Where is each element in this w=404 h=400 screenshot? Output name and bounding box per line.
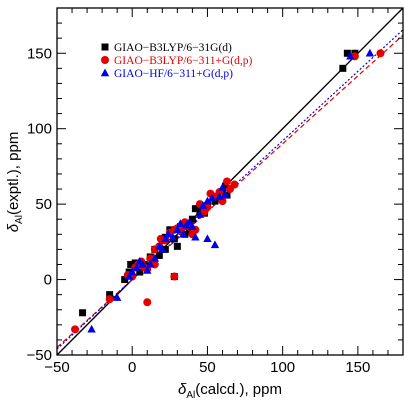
legend-marker-2: [100, 68, 110, 77]
data-point: [203, 234, 212, 243]
x-tick-label: 100: [270, 359, 295, 376]
data-point: [106, 291, 114, 299]
data-point: [161, 245, 169, 253]
data-point: [105, 295, 114, 304]
x-axis-title-prefix: δ: [178, 381, 187, 398]
data-point: [222, 177, 231, 186]
y-tick-label: 150: [27, 45, 52, 62]
y-axis-title-suffix: (exptl.), ppm: [5, 132, 22, 215]
y-tick-label: 0: [44, 272, 52, 289]
data-point: [346, 51, 355, 60]
data-point: [127, 260, 135, 268]
data-point: [191, 205, 199, 213]
y-tick-label: 100: [27, 121, 52, 138]
data-point: [195, 210, 205, 218]
data-point: [150, 253, 159, 262]
data-point: [185, 227, 193, 235]
data-point: [179, 229, 188, 238]
legend-label-1: GIAO−B3LYP/6−311+G(d,p): [114, 55, 252, 67]
data-point: [221, 190, 230, 199]
data-point: [173, 225, 182, 233]
data-point: [173, 242, 181, 250]
data-point: [79, 309, 87, 317]
data-point: [376, 49, 385, 58]
data-point: [136, 268, 144, 276]
series-2: [87, 48, 375, 333]
data-point: [230, 180, 239, 189]
x-tick-label: 150: [345, 359, 370, 376]
x-axis-title-suffix: (calcd.), ppm: [195, 381, 282, 398]
data-point: [218, 183, 227, 191]
data-point: [125, 272, 134, 280]
data-point: [121, 276, 129, 284]
x-tick-label: 0: [128, 359, 136, 376]
series-0: [79, 49, 359, 317]
data-point: [138, 259, 147, 268]
data-point: [188, 215, 196, 223]
data-point: [170, 272, 179, 281]
legend: GIAO−B3LYP/6−31G(d)GIAO−B3LYP/6−311+G(d,…: [100, 42, 252, 80]
data-point: [128, 267, 137, 276]
data-point: [164, 229, 173, 238]
data-point: [71, 325, 80, 334]
data-point: [168, 232, 178, 241]
data-point: [207, 193, 217, 202]
data-point: [188, 222, 197, 230]
data-point: [161, 234, 170, 243]
data-point: [112, 293, 122, 301]
x-axis-title-subscript: Al: [186, 390, 195, 400]
data-point: [343, 49, 351, 57]
legend-label-2: GIAO−HF/6−311+G(d,p): [114, 68, 233, 80]
y-axis-title-prefix: δ: [5, 223, 22, 232]
data-point: [143, 298, 152, 307]
legend-label-0: GIAO−B3LYP/6−31G(d): [114, 42, 232, 54]
data-point: [191, 232, 200, 241]
data-point: [143, 266, 152, 274]
legend-marker-0: [101, 43, 109, 51]
data-point: [176, 219, 185, 227]
y-tick-label: −50: [27, 347, 52, 364]
data-point: [185, 217, 194, 226]
data-point: [87, 324, 96, 333]
plot-frame: [56, 7, 404, 356]
y-tick-label: 50: [35, 196, 52, 213]
data-point: [198, 201, 208, 209]
y-axis-title: δAl(exptl.), ppm: [5, 132, 25, 233]
data-point: [339, 64, 347, 72]
data-point: [203, 196, 212, 205]
y-axis-title-subscript: Al: [14, 215, 25, 224]
series-1: [71, 49, 385, 334]
data-point: [132, 262, 141, 271]
x-tick-label: 50: [199, 359, 216, 376]
data-point: [365, 48, 375, 57]
data-point: [210, 240, 220, 249]
data-point: [146, 259, 155, 268]
data-point: [221, 182, 229, 190]
x-tick-label: −50: [44, 359, 69, 376]
data-point: [158, 244, 167, 253]
fit-line-2: [57, 29, 403, 350]
legend-marker-1: [101, 56, 109, 64]
data-point: [155, 251, 163, 259]
x-axis-title: δAl(calcd.), ppm: [178, 381, 282, 400]
data-point: [203, 203, 212, 212]
